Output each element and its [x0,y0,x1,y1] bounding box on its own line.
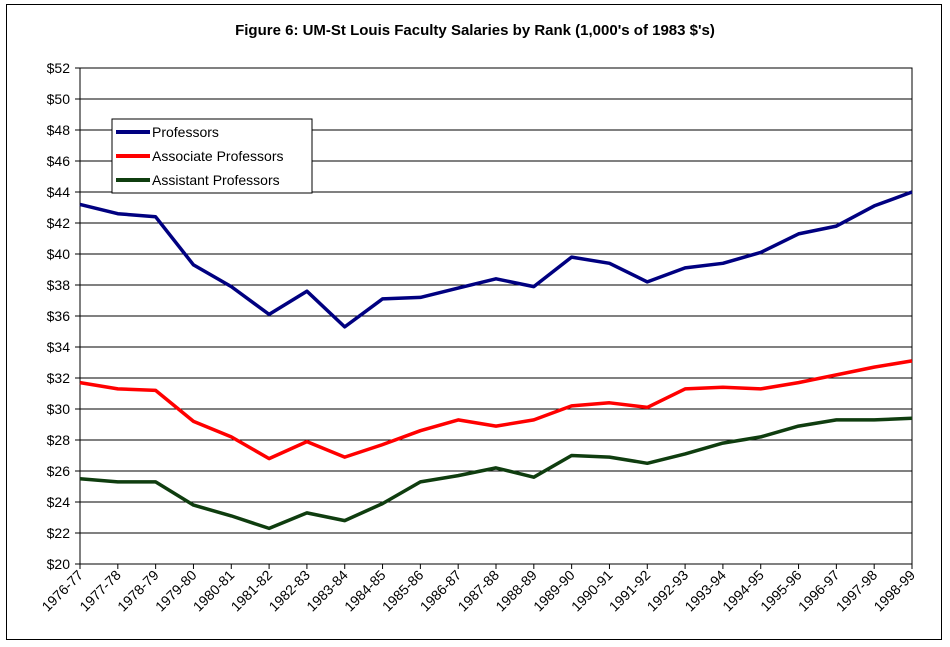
y-tick-label: $20 [47,556,71,572]
y-tick-label: $38 [47,277,71,293]
x-axis-tick-labels: 1976-771977-781978-791979-801980-811981-… [38,567,918,615]
y-tick-label: $40 [47,246,71,262]
series-line-professors [79,190,913,329]
y-axis-tick-labels: $20 $22 $24 $26 $28 $30 $32 $34 $36 $38 $40 $42 $44 $… [47,60,71,572]
y-tick-label: $22 [47,525,71,541]
y-tick-label: $46 [47,153,71,169]
legend-label: Associate Professors [152,148,284,164]
series-line-associate-professors [79,359,913,461]
y-tick-label: $32 [47,370,71,386]
y-tick-label: $50 [47,91,71,107]
chart-title: Figure 6: UM-St Louis Faculty Salaries b… [235,22,715,39]
y-tick-label: $52 [47,60,71,76]
series-line-assistant-professors [79,416,913,531]
legend-label: Professors [152,124,219,140]
legend-label: Assistant Professors [152,172,280,188]
y-tick-label: $48 [47,122,71,138]
y-tick-label: $34 [47,339,71,355]
y-tick-label: $28 [47,432,71,448]
y-tick-label: $36 [47,308,71,324]
plot-area [79,67,913,565]
series-lines [79,190,913,531]
chart-frame [6,4,942,640]
y-tick-label: $42 [47,215,71,231]
y-tick-label: $30 [47,401,71,417]
y-tick-label: $44 [47,184,71,200]
y-tick-label: $26 [47,463,71,479]
legend: Professors Associate Professors Assistant … [111,118,313,194]
x-tick-label: 1998-99 [870,567,918,615]
y-tick-label: $24 [47,494,71,510]
